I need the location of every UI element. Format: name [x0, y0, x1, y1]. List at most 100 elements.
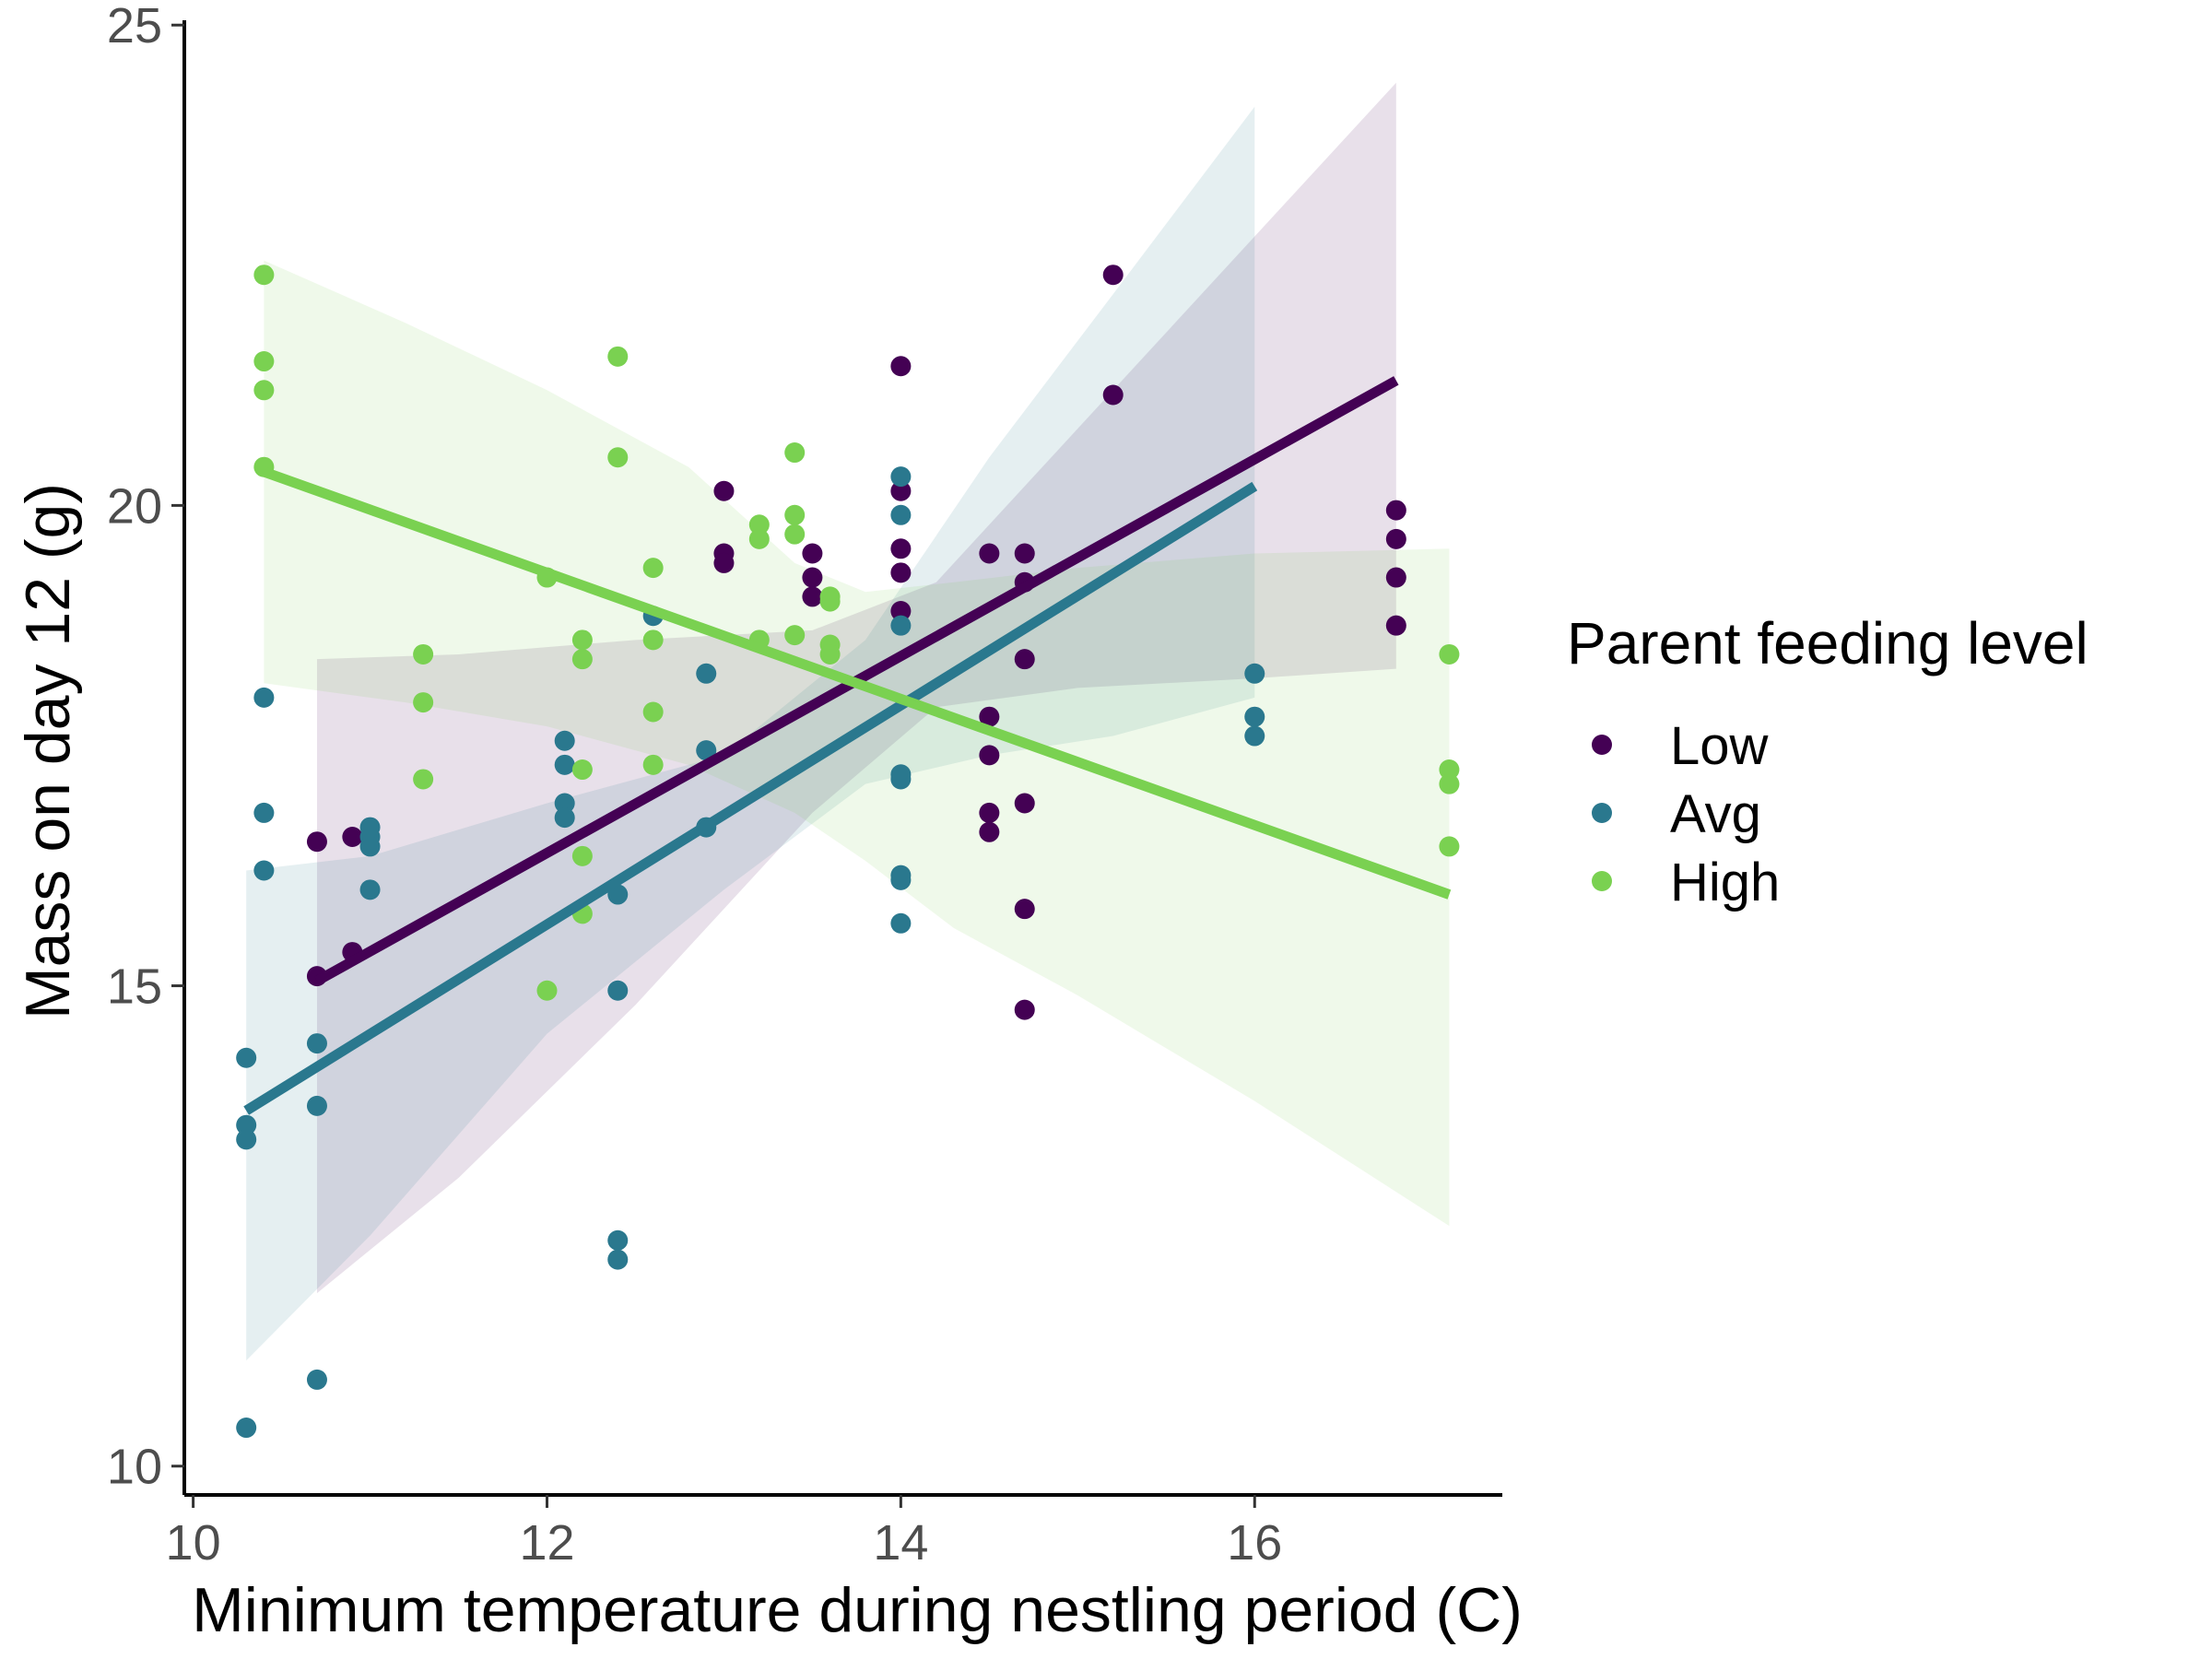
point-low	[342, 826, 363, 847]
point-low	[713, 480, 735, 501]
point-high	[784, 504, 806, 525]
point-high	[642, 629, 664, 651]
y-axis-ticks: 10 15 20 25	[107, 0, 184, 1495]
point-low	[890, 562, 912, 583]
point-low	[890, 480, 912, 501]
point-low	[1385, 567, 1406, 588]
point-low	[802, 543, 823, 564]
axes: 10 12 14 16 10 15 20 25	[107, 0, 1502, 1571]
legend-key-low	[1592, 735, 1612, 755]
point-low	[979, 802, 1000, 823]
point-high	[413, 643, 434, 665]
point-high	[642, 754, 664, 775]
point-avg	[359, 836, 381, 857]
point-avg	[696, 663, 717, 684]
point-avg	[236, 1047, 257, 1068]
point-high	[253, 351, 275, 372]
point-avg	[890, 504, 912, 525]
point-low	[1014, 649, 1035, 670]
confidence-bands	[246, 82, 1450, 1361]
x-tick-label: 14	[873, 1515, 928, 1571]
point-low	[713, 552, 735, 573]
point-high	[1439, 836, 1460, 857]
point-avg	[1244, 725, 1265, 747]
point-avg	[253, 860, 275, 881]
ci-band-avg	[246, 106, 1255, 1361]
point-avg	[236, 1129, 257, 1150]
point-high	[642, 558, 664, 579]
point-avg	[890, 869, 912, 890]
point-low	[890, 356, 912, 377]
point-high	[253, 265, 275, 286]
point-avg	[1244, 663, 1265, 684]
y-tick-label: 15	[107, 959, 162, 1015]
data-points	[236, 265, 1460, 1439]
x-tick-label: 10	[166, 1515, 221, 1571]
point-low	[1014, 793, 1035, 814]
legend-label-avg: Avg	[1670, 784, 1761, 844]
legend-label-high: High	[1670, 853, 1780, 912]
fit-line-high	[262, 466, 1452, 900]
point-low	[1385, 615, 1406, 636]
point-avg	[306, 1033, 327, 1054]
point-avg	[890, 769, 912, 790]
point-low	[1014, 899, 1035, 920]
point-low	[1385, 528, 1406, 549]
x-axis-title: Minimum temperature during nestling peri…	[192, 1575, 1523, 1645]
point-avg	[554, 730, 575, 751]
point-high	[819, 591, 841, 612]
point-high	[784, 442, 806, 464]
point-low	[1102, 265, 1124, 286]
point-low	[1102, 384, 1124, 406]
point-low	[890, 601, 912, 622]
y-tick-label: 25	[107, 0, 162, 53]
point-high	[253, 380, 275, 401]
y-axis-title: Mass on day 12 (g)	[13, 483, 83, 1019]
point-high	[1439, 643, 1460, 665]
point-low	[802, 586, 823, 607]
point-high	[536, 980, 558, 1001]
point-high	[571, 759, 593, 781]
point-high	[748, 528, 770, 549]
legend-key-avg	[1592, 803, 1612, 823]
point-low	[1385, 500, 1406, 521]
point-low	[979, 745, 1000, 766]
ci-band-high	[264, 260, 1450, 1227]
point-avg	[253, 802, 275, 823]
y-tick-label: 10	[107, 1440, 162, 1495]
point-avg	[890, 466, 912, 488]
point-low	[979, 821, 1000, 842]
point-avg	[253, 687, 275, 708]
x-axis-ticks: 10 12 14 16	[166, 1495, 1282, 1571]
point-avg	[554, 793, 575, 814]
point-avg	[236, 1114, 257, 1135]
point-avg	[890, 912, 912, 934]
point-avg	[359, 879, 381, 900]
legend-title: Parent feeding level	[1567, 610, 2088, 677]
point-avg	[696, 740, 717, 761]
x-tick-label: 12	[519, 1515, 574, 1571]
point-low	[979, 543, 1000, 564]
point-high	[571, 845, 593, 866]
point-low	[1014, 543, 1035, 564]
point-avg	[890, 615, 912, 636]
point-high	[784, 524, 806, 545]
point-high	[571, 649, 593, 670]
point-high	[784, 625, 806, 646]
fit-line-avg	[243, 481, 1258, 1115]
point-avg	[306, 1095, 327, 1116]
point-high	[571, 629, 593, 651]
point-high	[607, 447, 629, 468]
point-avg	[236, 1418, 257, 1439]
point-avg	[1244, 706, 1265, 727]
x-tick-label: 16	[1227, 1515, 1282, 1571]
y-tick-label: 20	[107, 478, 162, 534]
legend: Parent feeding level Low Avg High	[1567, 610, 2088, 912]
legend-key-high	[1592, 871, 1612, 891]
point-high	[413, 692, 434, 713]
point-high	[1439, 759, 1460, 781]
point-low	[890, 538, 912, 559]
point-avg	[554, 807, 575, 829]
point-low	[979, 706, 1000, 727]
